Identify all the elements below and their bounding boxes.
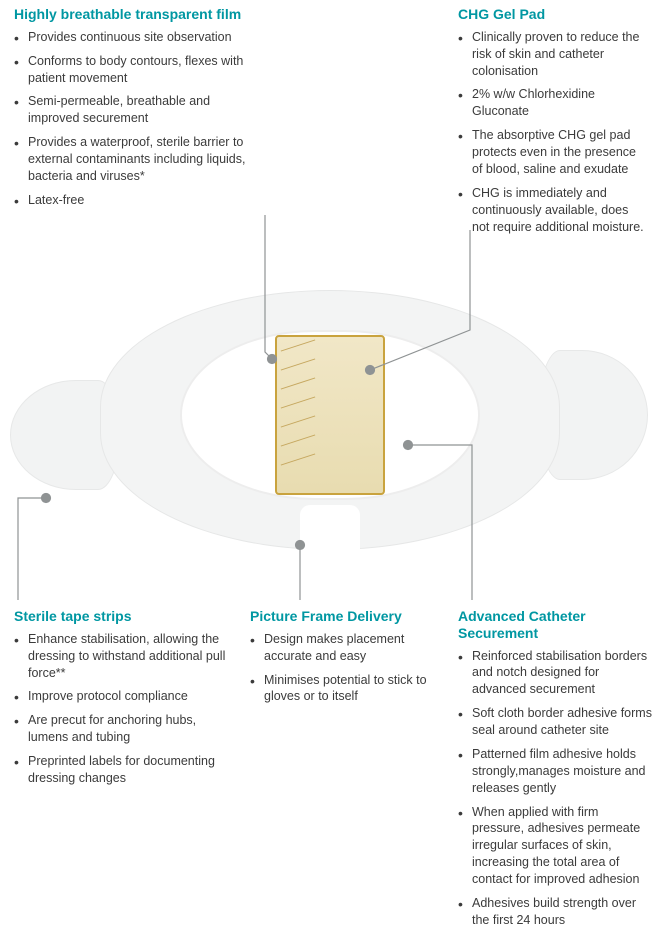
bullet: Provides continuous site observation — [14, 29, 264, 46]
section-sterile-tape-strips: Sterile tape strips Enhance stabilisatio… — [14, 608, 234, 794]
bullet: Improve protocol compliance — [14, 688, 234, 705]
section-transparent-film: Highly breathable transparent film Provi… — [14, 6, 264, 216]
heading-transparent-film: Highly breathable transparent film — [14, 6, 264, 23]
bullet: Provides a waterproof, sterile barrier t… — [14, 134, 264, 185]
bullet: Enhance stabilisation, allowing the dres… — [14, 631, 234, 682]
product-gel-hatch — [280, 345, 310, 485]
bullets-picture-frame-delivery: Design makes placement accurate and easy… — [250, 631, 450, 706]
bullets-chg-gel-pad: Clinically proven to reduce the risk of … — [458, 29, 648, 236]
bullet: Adhesives build strength over the first … — [458, 895, 652, 929]
bullet: Soft cloth border adhesive forms seal ar… — [458, 705, 652, 739]
bullets-sterile-tape-strips: Enhance stabilisation, allowing the dres… — [14, 631, 234, 787]
bullet: Conforms to body contours, flexes with p… — [14, 53, 264, 87]
product-notch — [300, 505, 360, 555]
bullet: Reinforced stabilisation borders and not… — [458, 648, 652, 699]
bullet: Are precut for anchoring hubs, lumens an… — [14, 712, 234, 746]
heading-advanced-catheter-securement: Advanced Catheter Securement — [458, 608, 652, 642]
bullet: Latex-free — [14, 192, 264, 209]
section-chg-gel-pad: CHG Gel Pad Clinically proven to reduce … — [458, 6, 648, 242]
bullet: Patterned film adhesive holds strongly,m… — [458, 746, 652, 797]
bullet: CHG is immediately and continuously avai… — [458, 185, 648, 236]
bullet: Design makes placement accurate and easy — [250, 631, 450, 665]
bullet: 2% w/w Chlorhexidine Gluconate — [458, 86, 648, 120]
bullet: When applied with firm pressure, adhesiv… — [458, 804, 652, 888]
bullet: Minimises potential to stick to gloves o… — [250, 672, 450, 706]
bullets-advanced-catheter-securement: Reinforced stabilisation borders and not… — [458, 648, 652, 929]
bullet: Clinically proven to reduce the risk of … — [458, 29, 648, 80]
section-picture-frame-delivery: Picture Frame Delivery Design makes plac… — [250, 608, 450, 712]
bullet: Preprinted labels for documenting dressi… — [14, 753, 234, 787]
heading-picture-frame-delivery: Picture Frame Delivery — [250, 608, 450, 625]
bullets-transparent-film: Provides continuous site observation Con… — [14, 29, 264, 209]
section-advanced-catheter-securement: Advanced Catheter Securement Reinforced … — [458, 608, 652, 936]
bullet: The absorptive CHG gel pad protects even… — [458, 127, 648, 178]
bullet: Semi-permeable, breathable and improved … — [14, 93, 264, 127]
heading-sterile-tape-strips: Sterile tape strips — [14, 608, 234, 625]
product-illustration — [0, 260, 658, 565]
heading-chg-gel-pad: CHG Gel Pad — [458, 6, 648, 23]
